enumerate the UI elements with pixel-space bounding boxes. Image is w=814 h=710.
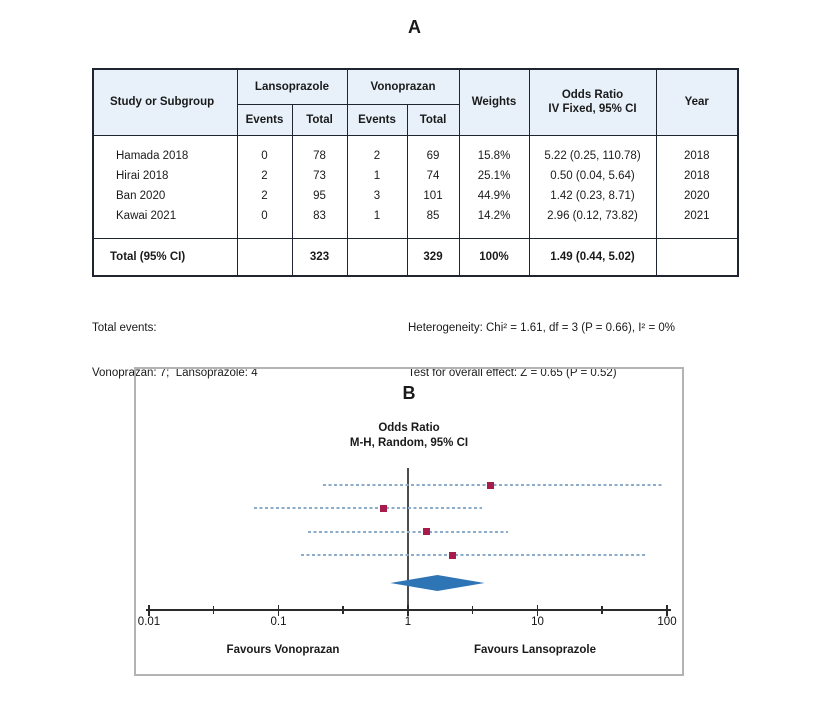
vono-total: 101 <box>406 185 460 206</box>
axis-tick <box>666 604 668 616</box>
total-weight: 100% <box>458 237 530 276</box>
vono-total: 85 <box>406 205 460 238</box>
axis-minor-tick <box>212 606 215 614</box>
lanso-events: 2 <box>236 185 293 206</box>
lanso-events: 0 <box>236 135 293 166</box>
axis-tick <box>407 604 409 616</box>
overall-diamond <box>390 575 485 591</box>
ci-line <box>254 507 482 509</box>
weight-value: 15.8% <box>458 135 530 166</box>
lanso-total: 78 <box>291 135 348 166</box>
ci-line <box>301 554 647 556</box>
study-name: Hamada 2018 <box>92 135 238 166</box>
lanso-events: 0 <box>236 205 293 238</box>
table-row: Kawai 2021 0 83 1 85 14.2% 2.96 (0.12, 7… <box>92 205 739 238</box>
lanso-total: 83 <box>291 205 348 238</box>
total-vono-total: 329 <box>406 237 460 276</box>
forest-plot-title-line2: M-H, Random, 95% CI <box>349 437 469 449</box>
odds-ratio-value: 1.42 (0.23, 8.71) <box>528 185 657 206</box>
vono-events: 1 <box>346 205 408 238</box>
year-value: 2018 <box>655 135 739 166</box>
forest-plot-title-line1: Odds Ratio <box>378 422 440 434</box>
lanso-total: 95 <box>291 185 348 206</box>
col-header-weights: Weights <box>458 68 530 136</box>
null-effect-line <box>407 468 409 612</box>
forest-plot-title: Odds Ratio M-H, Random, 95% CI <box>136 421 682 451</box>
lanso-total: 73 <box>291 165 348 186</box>
or-marker <box>486 481 494 489</box>
axis-tick <box>277 604 280 616</box>
table-row: Hirai 2018 2 73 1 74 25.1% 0.50 (0.04, 5… <box>92 165 739 186</box>
total-year <box>655 237 739 276</box>
heterogeneity-text: Heterogeneity: Chi² = 1.61, df = 3 (P = … <box>408 322 675 334</box>
favours-vonoprazan-label: Favours Vonoprazan <box>226 644 340 656</box>
axis-tick-label: 0.01 <box>137 616 161 628</box>
meta-analysis-table: Study or Subgroup Lansoprazole Vonopraza… <box>92 68 739 277</box>
axis-tick <box>536 604 539 616</box>
panel-b-label: B <box>402 383 416 403</box>
total-vono-events <box>346 237 408 276</box>
favours-lansoprazole-label: Favours Lansoprazole <box>473 644 597 656</box>
axis-tick <box>148 604 150 616</box>
vono-events: 3 <box>346 185 408 206</box>
year-value: 2020 <box>655 185 739 206</box>
study-name: Hirai 2018 <box>92 165 238 186</box>
vono-events: 2 <box>346 135 408 166</box>
vono-total: 69 <box>406 135 460 166</box>
panel-a-label: A <box>408 17 421 37</box>
total-label: Total (95% CI) <box>92 237 238 276</box>
total-odds-ratio: 1.49 (0.44, 5.02) <box>528 237 657 276</box>
total-lanso-total: 323 <box>291 237 348 276</box>
col-header-study: Study or Subgroup <box>92 68 238 136</box>
axis-tick-label: 10 <box>531 616 544 628</box>
odds-ratio-header-line2: IV Fixed, 95% CI <box>548 103 637 116</box>
col-header-odds-ratio: Odds Ratio IV Fixed, 95% CI <box>528 68 657 136</box>
total-events-label: Total events: <box>92 322 157 334</box>
study-name: Kawai 2021 <box>92 205 238 238</box>
total-row: Total (95% CI) 323 329 100% 1.49 (0.44, … <box>92 237 739 276</box>
axis-minor-tick <box>471 606 474 614</box>
year-value: 2018 <box>655 165 739 186</box>
col-header-vono-events: Events <box>346 103 408 136</box>
lanso-events: 2 <box>236 165 293 186</box>
axis-tick-label: 1 <box>404 616 412 628</box>
col-header-year: Year <box>655 68 739 136</box>
vono-total: 74 <box>406 165 460 186</box>
vono-events: 1 <box>346 165 408 186</box>
forest-plot-panel: B Odds Ratio M-H, Random, 95% CI Favours… <box>134 367 684 676</box>
odds-ratio-value: 0.50 (0.04, 5.64) <box>528 165 657 186</box>
statistics-footnote: Heterogeneity: Chi² = 1.61, df = 3 (P = … <box>408 291 675 411</box>
axis-tick-label: 100 <box>657 616 677 628</box>
total-events-detail: Vonoprazan: 7; Lansoprazole: 4 <box>92 367 258 379</box>
year-value: 2021 <box>655 205 739 238</box>
odds-ratio-header-line1: Odds Ratio <box>561 89 624 102</box>
odds-ratio-value: 2.96 (0.12, 73.82) <box>528 205 657 238</box>
odds-ratio-value: 5.22 (0.25, 110.78) <box>528 135 657 166</box>
col-header-lanso-total: Total <box>291 103 348 136</box>
axis-minor-tick <box>342 606 344 614</box>
overall-effect-text: Test for overall effect: Z = 0.65 (P = 0… <box>408 367 617 379</box>
col-header-lanso-events: Events <box>236 103 293 136</box>
col-header-vono-total: Total <box>406 103 460 136</box>
axis-tick-label: 0.1 <box>270 616 287 628</box>
col-group-vonoprazan: Vonoprazan <box>346 68 460 105</box>
total-lanso-events <box>236 237 293 276</box>
ci-line <box>308 530 508 533</box>
or-marker <box>448 551 456 559</box>
table-row: Hamada 2018 0 78 2 69 15.8% 5.22 (0.25, … <box>92 135 739 166</box>
total-events-footnote: Total events: Vonoprazan: 7; Lansoprazol… <box>92 291 258 411</box>
or-marker <box>380 504 388 512</box>
weight-value: 14.2% <box>458 205 530 238</box>
weight-value: 25.1% <box>458 165 530 186</box>
col-group-lansoprazole: Lansoprazole <box>236 68 348 105</box>
study-name: Ban 2020 <box>92 185 238 206</box>
axis-minor-tick <box>601 606 603 614</box>
weight-value: 44.9% <box>458 185 530 206</box>
or-marker <box>423 528 431 535</box>
table-row: Ban 2020 2 95 3 101 44.9% 1.42 (0.23, 8.… <box>92 185 739 206</box>
